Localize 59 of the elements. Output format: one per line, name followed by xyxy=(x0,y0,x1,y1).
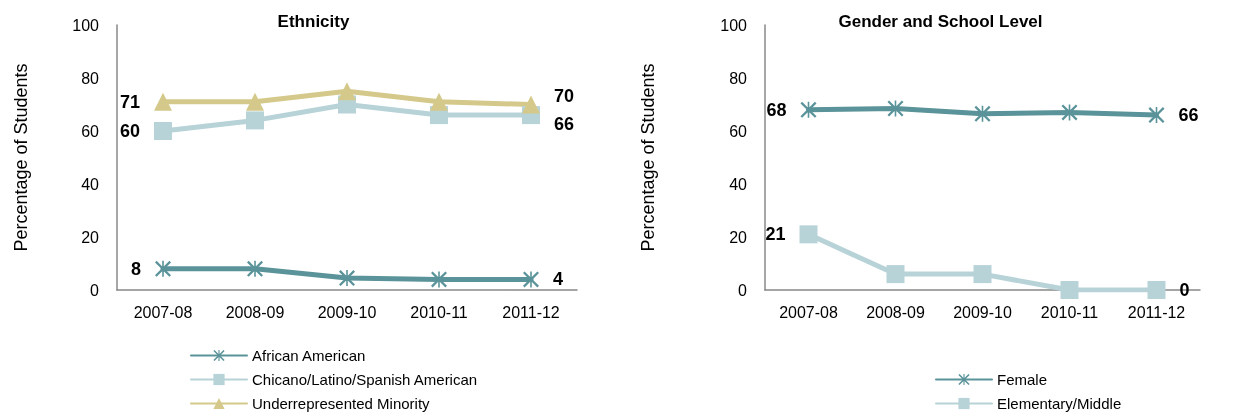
point xyxy=(431,271,447,288)
y-tick-label: 80 xyxy=(729,69,748,87)
point xyxy=(246,92,264,111)
y-tick-label: 20 xyxy=(729,228,748,246)
point xyxy=(154,92,172,111)
legend-label: Female xyxy=(997,371,1048,388)
point xyxy=(155,260,171,277)
y-tick-label: 0 xyxy=(90,281,100,299)
data-label: 0 xyxy=(1179,280,1190,300)
legend-label: Underrepresented Minority xyxy=(252,395,431,412)
y-tick-label: 40 xyxy=(729,175,748,193)
point xyxy=(799,225,818,244)
y-tick-label: 80 xyxy=(81,69,100,87)
data-label: 21 xyxy=(765,224,786,245)
point xyxy=(522,95,540,114)
legend-label: Chicano/Latino/Spanish American xyxy=(252,371,478,388)
x-tick-label: 2011-12 xyxy=(502,303,560,321)
point xyxy=(246,111,264,130)
y-tick-label: 20 xyxy=(81,228,100,246)
x-tick-label: 2009-10 xyxy=(317,303,377,321)
point xyxy=(247,260,263,277)
point xyxy=(1147,281,1166,299)
point xyxy=(1060,281,1079,299)
legend-label: African American xyxy=(252,347,366,364)
x-tick-label: 2007-08 xyxy=(133,303,193,321)
x-tick-label: 2007-08 xyxy=(779,303,838,321)
point xyxy=(430,92,448,111)
x-tick-label: 2010-11 xyxy=(410,303,468,321)
y-tick-label: 100 xyxy=(72,16,100,34)
y-axis-title: Percentage of Students xyxy=(638,63,658,252)
y-tick-label: 100 xyxy=(720,16,748,34)
data-label: 66 xyxy=(554,114,575,135)
point xyxy=(1148,107,1165,124)
y-tick-label: 40 xyxy=(81,175,100,193)
chart-title: Ethnicity xyxy=(277,12,350,31)
x-tick-label: 2009-10 xyxy=(953,303,1012,321)
x-tick-label: 2011-12 xyxy=(1127,303,1186,321)
x-tick-label: 2008-09 xyxy=(225,303,285,321)
point xyxy=(338,82,356,101)
data-label: 60 xyxy=(119,121,140,141)
x-tick-label: 2008-09 xyxy=(866,303,925,321)
point xyxy=(154,122,172,140)
point xyxy=(886,265,905,284)
data-label: 71 xyxy=(119,91,140,112)
x-tick-label: 2010-11 xyxy=(1040,303,1099,321)
data-label: 8 xyxy=(130,258,141,279)
chart-title: Gender and School Level xyxy=(838,12,1043,31)
legend-label: Elementary/Middle xyxy=(997,395,1122,412)
point xyxy=(523,271,539,288)
data-label: 4 xyxy=(553,269,564,290)
data-label: 70 xyxy=(554,85,575,106)
y-tick-label: 60 xyxy=(81,122,100,140)
point xyxy=(339,270,355,287)
y-axis-title: Percentage of Students xyxy=(11,63,31,252)
point xyxy=(973,265,992,284)
y-tick-label: 0 xyxy=(738,281,748,299)
data-label: 66 xyxy=(1178,105,1199,126)
data-label: 68 xyxy=(766,99,787,120)
y-tick-label: 60 xyxy=(729,122,748,140)
